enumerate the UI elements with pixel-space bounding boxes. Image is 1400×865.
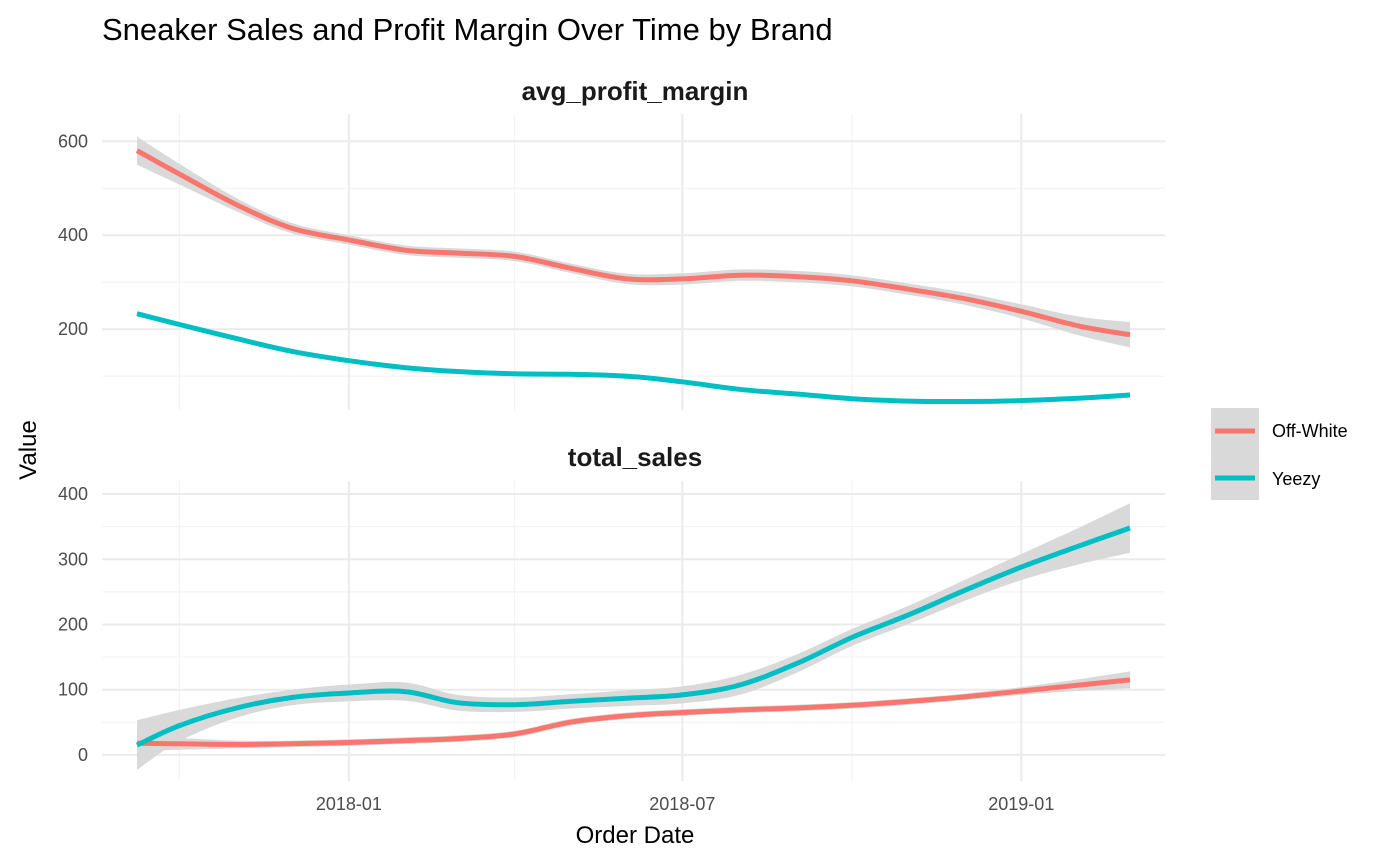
panel-total-sales: total_sales 0 100 200 300 400 [58, 442, 1165, 781]
grid-avg-profit-margin [102, 114, 1165, 410]
series-line-off-white-avg-profit-margin [135, 148, 1131, 338]
confidence-band-off-white-avg-profit-margin [137, 136, 1130, 348]
lines-total-sales [135, 525, 1131, 748]
confidence-band-yeezy-total-sales [137, 503, 1130, 770]
x-ticks: 2018-01 2018-07 2019-01 [316, 794, 1054, 814]
y-ticks-total-sales: 0 100 200 300 400 [58, 484, 88, 765]
strip-label-total-sales: total_sales [568, 442, 702, 472]
y-tick-label-avg-profit-margin-400: 400 [58, 225, 88, 245]
series-line-off-white-total-sales [136, 677, 1131, 747]
legend-label-yeezy: Yeezy [1272, 469, 1320, 489]
y-tick-label-total-sales-300: 300 [58, 549, 88, 569]
strip-label-avg-profit-margin: avg_profit_margin [522, 76, 749, 106]
y-axis-title: Value [15, 420, 42, 480]
x-axis-title: Order Date [576, 822, 695, 849]
series-line-yeezy-avg-profit-margin [136, 311, 1131, 405]
lines-avg-profit-margin [135, 148, 1131, 405]
bands-total-sales [137, 503, 1130, 770]
chart-title: Sneaker Sales and Profit Margin Over Tim… [102, 12, 833, 47]
y-tick-label-avg-profit-margin-600: 600 [58, 131, 88, 151]
x-tick-label-2018-01: 2018-01 [316, 794, 382, 814]
legend: Off-White Yeezy [1211, 408, 1348, 500]
y-tick-label-avg-profit-margin-200: 200 [58, 319, 88, 339]
y-tick-label-total-sales-400: 400 [58, 484, 88, 504]
y-tick-label-total-sales-0: 0 [78, 745, 88, 765]
series-line-yeezy-total-sales [135, 525, 1131, 748]
panel-avg-profit-margin: avg_profit_margin 200 400 600 [58, 76, 1165, 410]
x-tick-label-2018-07: 2018-07 [649, 794, 715, 814]
x-tick-label-2019-01: 2019-01 [988, 794, 1054, 814]
y-tick-label-total-sales-100: 100 [58, 680, 88, 700]
grid-total-sales [102, 481, 1165, 781]
confidence-band-off-white-total-sales [137, 671, 1130, 751]
bands-avg-profit-margin [137, 136, 1130, 403]
confidence-band-yeezy-avg-profit-margin [137, 311, 1130, 403]
legend-key-background [1211, 408, 1259, 500]
y-ticks-avg-profit-margin: 200 400 600 [58, 131, 88, 339]
y-tick-label-total-sales-200: 200 [58, 614, 88, 634]
legend-label-off-white: Off-White [1272, 421, 1348, 441]
